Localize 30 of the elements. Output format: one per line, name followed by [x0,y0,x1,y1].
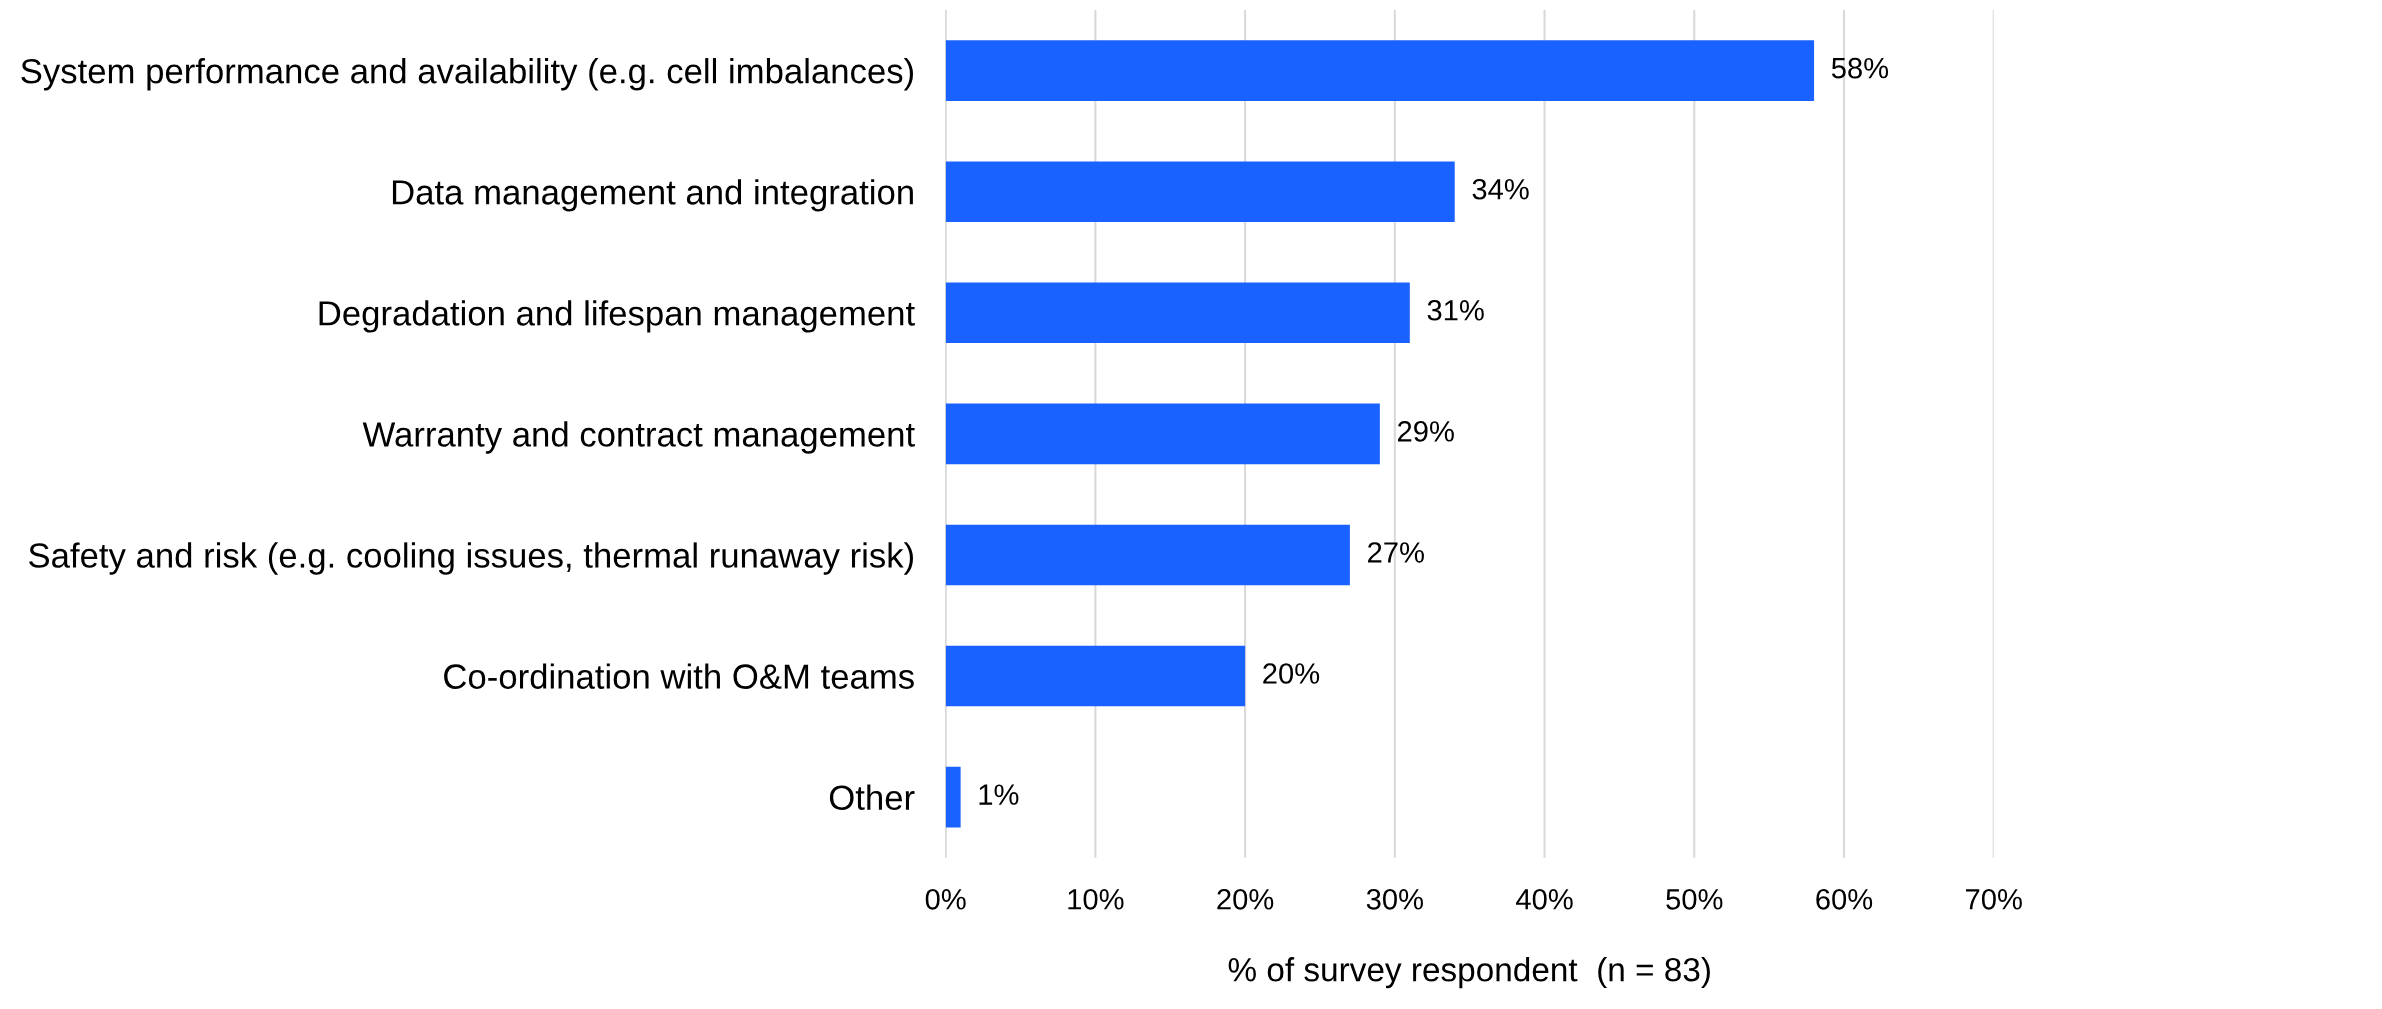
y-tick-label: Other [829,784,915,811]
data-label: 1% [979,784,1019,805]
x-tick-label: 30% [1366,888,1423,910]
bar [945,403,1380,465]
x-tick-label: 40% [1516,888,1573,910]
y-tick-label: Safety and risk (e.g. cooling issues, thermal runaway risk) [29,542,913,575]
y-tick-label: Data management and integration [392,179,913,212]
data-label: 58% [1831,57,1889,79]
y-tick-label: Warranty and contract management [362,421,915,454]
y-tick-label: Co-ordination with O&M teams [444,663,914,689]
y-tick-label: Degradation and lifespan management [319,300,915,333]
bar [945,161,1455,222]
x-tick-label: 0% [925,888,966,910]
data-label: 31% [1427,299,1484,321]
data-label: 29% [1397,421,1454,442]
bar [945,524,1350,586]
bar [945,645,1246,707]
x-tick-label: 50% [1666,888,1723,910]
data-label: 27% [1368,542,1424,563]
x-tick-label: 60% [1816,888,1873,910]
data-label: 20% [1263,663,1320,684]
bar [945,282,1410,344]
data-label: 34% [1472,178,1529,200]
x-axis-title: % of survey respondent (n = 83) [1228,957,1710,989]
x-tick-label: 70% [1966,888,2022,910]
bar [945,40,1815,101]
x-tick-label: 10% [1068,888,1124,910]
x-tick-label: 20% [1217,888,1274,910]
y-tick-label: System performance and availability (e.g. cell imbalances) [21,58,913,91]
bar [945,766,961,828]
